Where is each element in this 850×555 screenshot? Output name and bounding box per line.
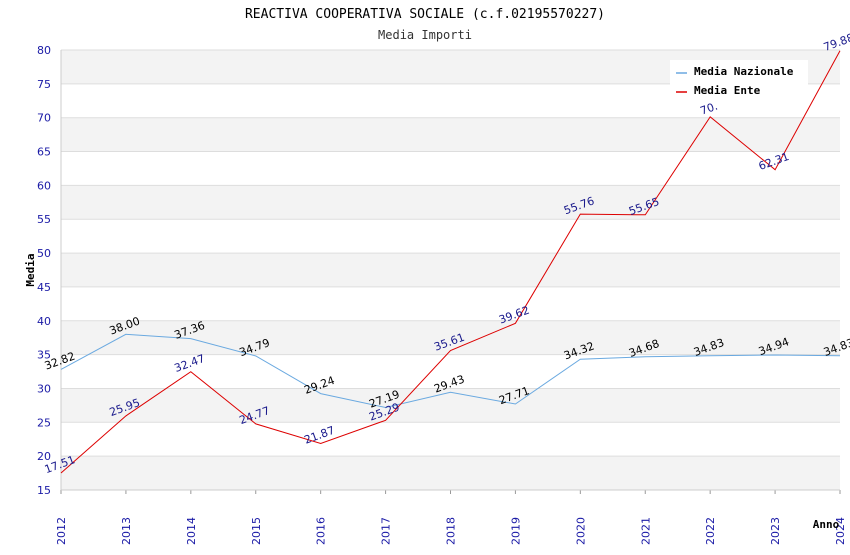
- axes: [60, 50, 840, 491]
- x-tick-label: 2018: [445, 517, 458, 545]
- y-tick-label: 55: [37, 213, 51, 226]
- y-axis-label: Media: [24, 253, 37, 286]
- x-tick-label: 2015: [250, 517, 263, 545]
- y-tick-label: 20: [37, 450, 51, 463]
- y-tick-label: 30: [37, 382, 51, 395]
- y-tick-label: 50: [37, 247, 51, 260]
- x-tick-label: 2022: [704, 517, 717, 545]
- x-tick-label: 2019: [509, 517, 522, 545]
- x-tick-labels: 2012 2013 2014 2015 2016 2017 2018 2019 2020 2021…: [55, 517, 847, 545]
- y-tick-label: 45: [37, 281, 51, 294]
- y-tick-label: 75: [37, 78, 51, 91]
- x-tick-label: 2020: [574, 517, 587, 545]
- x-tick-label: 2017: [380, 517, 393, 545]
- background-bands: [61, 50, 840, 490]
- legend-label-media-ente: Media Ente: [694, 84, 761, 97]
- x-tick-label: 2021: [639, 517, 652, 545]
- chart-subtitle: Media Importi: [378, 28, 472, 42]
- y-tick-label: 15: [37, 484, 51, 497]
- x-tick-label: 2012: [55, 517, 68, 545]
- background-band: [61, 185, 840, 220]
- series-line-media-nazionale: [60, 333, 841, 409]
- series-line-media-ente: [60, 50, 841, 474]
- background-band: [61, 117, 840, 152]
- y-tick-label: 80: [37, 44, 51, 57]
- y-tick-label: 60: [37, 179, 51, 192]
- x-tick-label: 2023: [769, 517, 782, 545]
- x-tick-label: 2016: [315, 517, 328, 545]
- y-tick-label: 25: [37, 416, 51, 429]
- data-label: 62.31: [757, 150, 791, 173]
- series-lines: [60, 50, 841, 474]
- background-band: [61, 320, 840, 355]
- x-tick-label: 2013: [120, 517, 133, 545]
- x-axis-label: Anno: [813, 518, 840, 531]
- x-tick-label: 2014: [185, 517, 198, 545]
- y-tick-label: 35: [37, 349, 51, 362]
- x-tick-label: 2024: [834, 517, 847, 545]
- data-label: 32.47: [173, 352, 207, 375]
- y-tick-label: 70: [37, 112, 51, 125]
- gridlines: [60, 49, 841, 494]
- chart-title: REACTIVA COOPERATIVA SOCIALE (c.f.021955…: [245, 7, 605, 22]
- background-band: [61, 456, 840, 490]
- y-tick-label: 40: [37, 315, 51, 328]
- y-tick-label: 65: [37, 146, 51, 159]
- background-band: [61, 253, 840, 287]
- legend: Media Nazionale Media Ente: [670, 60, 808, 102]
- y-tick-labels: 15 20 25 30 35 40 45 50 55 60 65 70 75 80: [37, 44, 51, 497]
- legend-box: [670, 60, 808, 102]
- data-label: 70.: [699, 100, 720, 118]
- background-band: [61, 388, 840, 423]
- legend-label-media-nazionale: Media Nazionale: [694, 65, 794, 78]
